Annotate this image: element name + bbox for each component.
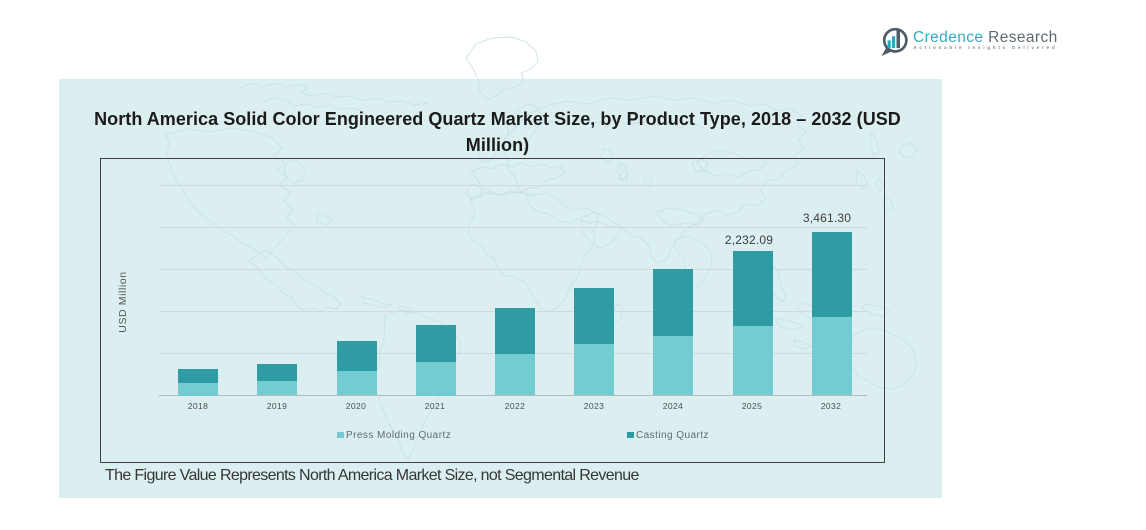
svg-text:Actionable Insights Delivered: Actionable Insights Delivered — [913, 45, 1057, 50]
svg-text:Credence Research: Credence Research — [913, 29, 1058, 46]
